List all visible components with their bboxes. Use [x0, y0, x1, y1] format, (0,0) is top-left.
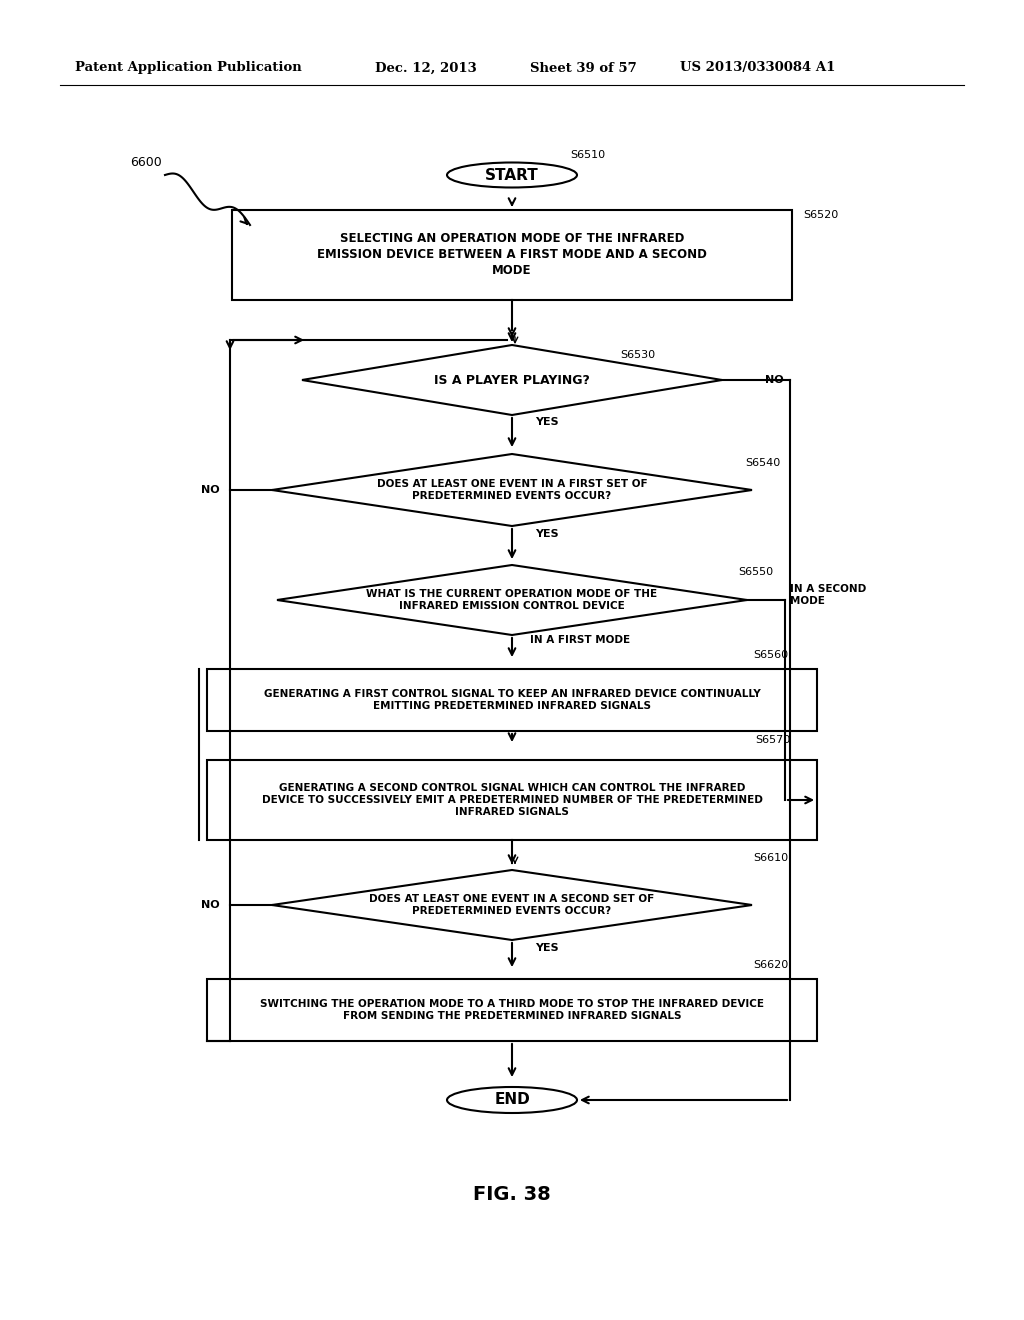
Text: 6600: 6600	[130, 157, 162, 169]
Text: SWITCHING THE OPERATION MODE TO A THIRD MODE TO STOP THE INFRARED DEVICE
FROM SE: SWITCHING THE OPERATION MODE TO A THIRD …	[260, 999, 764, 1022]
Bar	[207, 760, 817, 840]
Text: S6560: S6560	[753, 649, 788, 660]
Text: YES: YES	[535, 942, 559, 953]
Text: S6610: S6610	[753, 853, 788, 863]
Text: DOES AT LEAST ONE EVENT IN A FIRST SET OF
PREDETERMINED EVENTS OCCUR?: DOES AT LEAST ONE EVENT IN A FIRST SET O…	[377, 479, 647, 502]
Bar	[207, 979, 817, 1041]
Text: SELECTING AN OPERATION MODE OF THE INFRARED
EMISSION DEVICE BETWEEN A FIRST MODE: SELECTING AN OPERATION MODE OF THE INFRA…	[317, 232, 707, 277]
Text: START: START	[485, 168, 539, 182]
Text: IN A FIRST MODE: IN A FIRST MODE	[530, 635, 630, 645]
Text: Dec. 12, 2013: Dec. 12, 2013	[375, 62, 477, 74]
Text: S6550: S6550	[738, 568, 773, 577]
Text: S6510: S6510	[570, 150, 605, 160]
Text: YES: YES	[535, 529, 559, 539]
Text: S6620: S6620	[753, 960, 788, 970]
Text: NO: NO	[202, 484, 220, 495]
Text: END: END	[495, 1093, 529, 1107]
Text: GENERATING A SECOND CONTROL SIGNAL WHICH CAN CONTROL THE INFRARED
DEVICE TO SUCC: GENERATING A SECOND CONTROL SIGNAL WHICH…	[261, 783, 763, 817]
Text: Sheet 39 of 57: Sheet 39 of 57	[530, 62, 637, 74]
Text: US 2013/0330084 A1: US 2013/0330084 A1	[680, 62, 836, 74]
Bar	[207, 669, 817, 731]
Text: DOES AT LEAST ONE EVENT IN A SECOND SET OF
PREDETERMINED EVENTS OCCUR?: DOES AT LEAST ONE EVENT IN A SECOND SET …	[370, 894, 654, 916]
Text: S6520: S6520	[803, 210, 839, 220]
Text: YES: YES	[535, 417, 559, 426]
Text: Patent Application Publication: Patent Application Publication	[75, 62, 302, 74]
Text: IS A PLAYER PLAYING?: IS A PLAYER PLAYING?	[434, 374, 590, 387]
Text: IN A SECOND
MODE: IN A SECOND MODE	[790, 585, 866, 606]
Text: S6530: S6530	[620, 350, 655, 360]
Text: WHAT IS THE CURRENT OPERATION MODE OF THE
INFRARED EMISSION CONTROL DEVICE: WHAT IS THE CURRENT OPERATION MODE OF TH…	[367, 589, 657, 611]
Text: S6570: S6570	[755, 735, 791, 744]
Text: NO: NO	[202, 900, 220, 909]
Text: FIG. 38: FIG. 38	[473, 1185, 551, 1204]
Bar	[232, 210, 792, 300]
Text: NO: NO	[765, 375, 783, 385]
Text: S6540: S6540	[745, 458, 780, 469]
Text: GENERATING A FIRST CONTROL SIGNAL TO KEEP AN INFRARED DEVICE CONTINUALLY
EMITTIN: GENERATING A FIRST CONTROL SIGNAL TO KEE…	[263, 689, 761, 711]
